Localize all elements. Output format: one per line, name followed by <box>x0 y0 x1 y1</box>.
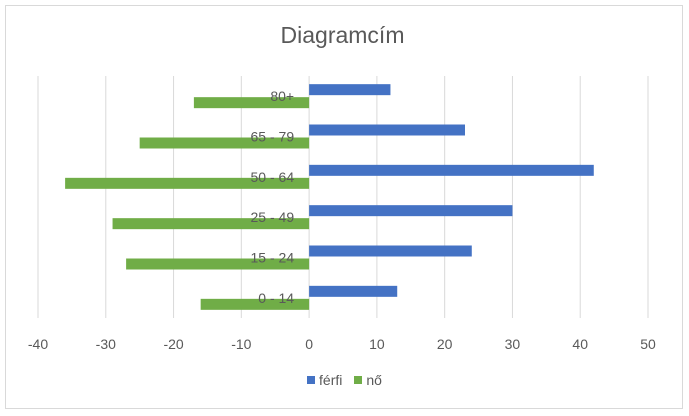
x-tick-label-40: 40 <box>572 336 588 352</box>
x-tick-label--20: -20 <box>163 336 183 352</box>
bar-ferfi-1 <box>309 245 472 257</box>
bar-ferfi-3 <box>309 164 594 176</box>
x-tick-label--10: -10 <box>231 336 251 352</box>
bar-no-1 <box>126 258 310 270</box>
chart-title: Diagramcím <box>280 22 405 48</box>
legend-item-no: nő <box>354 372 382 388</box>
legend-swatch-ferfi <box>307 376 316 384</box>
bar-no-3 <box>65 177 310 189</box>
x-tick-label--30: -30 <box>96 336 116 352</box>
bar-no-2 <box>112 218 310 230</box>
bar-ferfi-0 <box>309 285 398 297</box>
bar-no-5 <box>193 97 310 109</box>
legend-label-no: nő <box>366 372 382 388</box>
x-tick-label--40: -40 <box>28 336 48 352</box>
bar-ferfi-5 <box>309 84 391 96</box>
legend: férfi nő <box>0 372 689 388</box>
bar-no-4 <box>139 137 310 149</box>
legend-swatch-no <box>354 376 363 384</box>
bar-ferfi-4 <box>309 124 465 136</box>
x-tick-label-10: 10 <box>369 336 385 352</box>
category-label-1: 15 - 24 <box>251 250 295 266</box>
x-tick-label-0: 0 <box>305 336 313 352</box>
bar-no-0 <box>200 298 310 310</box>
category-label-5: 80+ <box>270 88 294 104</box>
bar-ferfi-2 <box>309 205 513 217</box>
x-tick-label-20: 20 <box>437 336 453 352</box>
legend-label-ferfi: férfi <box>319 372 343 388</box>
category-label-4: 65 - 79 <box>251 129 295 145</box>
x-tick-label-50: 50 <box>640 336 656 352</box>
category-label-2: 25 - 49 <box>251 209 295 225</box>
category-label-3: 50 - 64 <box>251 169 295 185</box>
legend-item-ferfi: férfi <box>307 372 342 388</box>
category-label-0: 0 - 14 <box>258 290 294 306</box>
x-tick-label-30: 30 <box>505 336 521 352</box>
